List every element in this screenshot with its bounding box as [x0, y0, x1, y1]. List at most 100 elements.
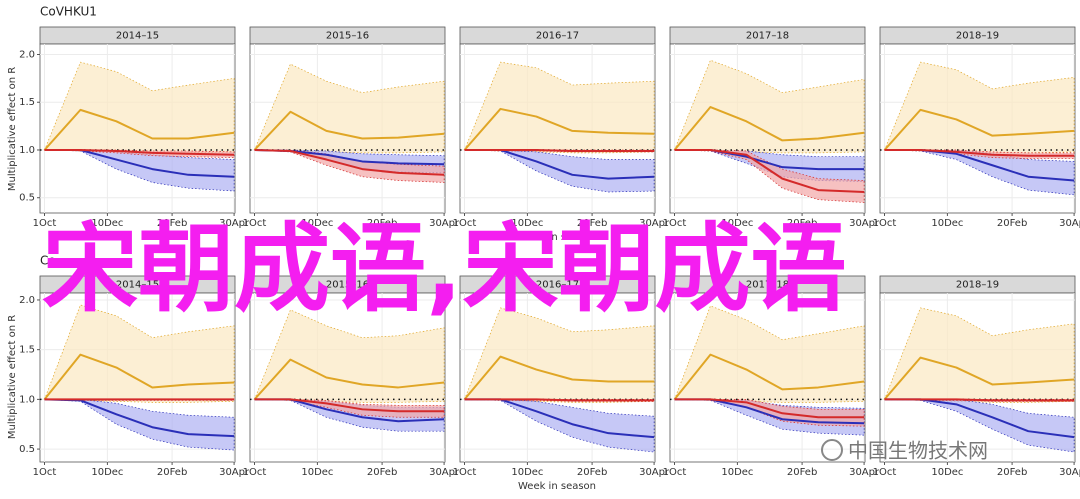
series-line: [673, 353, 865, 400]
panels: 2014–15 0.5 1.0 1.5 2.0 1Oct 10Dec 20Feb 30Apr 20…: [19, 26, 1080, 478]
x-tick-label: 1Oct: [453, 218, 477, 229]
y-tick-label: 1.0: [19, 394, 35, 405]
watermark: 中国生物技术网: [848, 439, 988, 463]
x-tick-label: 30Apr: [219, 467, 250, 478]
x-tick-label: 10Dec: [931, 467, 963, 478]
x-tick-label: 10Dec: [301, 218, 333, 229]
panel-title: 2014–15: [116, 280, 159, 291]
x-tick-label: 20Feb: [787, 218, 817, 229]
x-tick-label: 20Feb: [997, 467, 1027, 478]
y-tick-label: 0.5: [19, 193, 35, 204]
x-axis-label: Week in season: [518, 232, 596, 243]
x-tick-label: 1Oct: [873, 218, 897, 229]
series-group: [880, 61, 1075, 196]
panel-title: 2017–18: [746, 280, 789, 291]
ribbon: [44, 149, 235, 158]
series-line: [674, 398, 865, 419]
x-axis-label: Week in season: [518, 481, 596, 492]
x-tick-label: 1Oct: [873, 467, 897, 478]
x-tick-label: 10Dec: [721, 218, 753, 229]
series-line: [254, 148, 445, 176]
x-tick-label: 30Apr: [1059, 218, 1080, 229]
series-group: [40, 61, 235, 192]
panel-title: 2016–17: [536, 280, 579, 291]
ribbon: [464, 399, 655, 453]
x-tick-label: 20Feb: [367, 467, 397, 478]
panel-title: 2014–15: [116, 31, 159, 42]
x-tick-label: 1Oct: [453, 467, 477, 478]
panel-title: 2018–19: [956, 280, 999, 291]
series-line: [253, 358, 445, 401]
ribbon: [673, 59, 865, 154]
x-tick-label: 10Dec: [91, 218, 123, 229]
figure-title: Co: [40, 254, 56, 268]
figure-title: CoVHKU1: [40, 5, 97, 19]
series-line: [44, 148, 235, 156]
x-tick-label: 20Feb: [997, 218, 1027, 229]
x-tick-label: 20Feb: [367, 218, 397, 229]
x-tick-label: 30Apr: [639, 218, 670, 229]
y-tick-label: 1.5: [19, 345, 35, 356]
series-group: [40, 304, 235, 451]
series-group: [250, 63, 445, 183]
y-axis-label: Multiplicative effect on R: [7, 315, 18, 439]
x-tick-label: 30Apr: [429, 218, 460, 229]
overlay-text: 宋朝成语,宋朝成语: [42, 213, 846, 325]
ribbon: [44, 399, 235, 451]
x-tick-label: 20Feb: [157, 467, 187, 478]
x-tick-label: 20Feb: [577, 218, 607, 229]
ribbon: [43, 304, 235, 403]
panel-title: 2018–19: [956, 31, 999, 42]
series-group: [670, 305, 865, 436]
y-tick-label: 2.0: [19, 295, 35, 306]
y-tick-label: 0.5: [19, 444, 35, 455]
ribbon: [44, 149, 235, 192]
ribbon: [253, 309, 445, 403]
series-line: [673, 106, 865, 151]
x-tick-label: 10Dec: [301, 467, 333, 478]
panel-title: 2017–18: [746, 31, 789, 42]
ribbon: [253, 63, 445, 154]
watermark-icon: [821, 439, 843, 461]
x-tick-label: 10Dec: [511, 467, 543, 478]
x-tick-label: 1Oct: [33, 467, 57, 478]
series-group: [880, 307, 1075, 453]
series-line: [463, 355, 655, 401]
series-line: [884, 398, 1075, 402]
series-line: [254, 398, 445, 413]
y-tick-label: 1.0: [19, 145, 35, 156]
x-tick-label: 10Dec: [931, 218, 963, 229]
x-tick-label: 1Oct: [33, 218, 57, 229]
x-tick-label: 1Oct: [243, 467, 267, 478]
series-line: [43, 353, 235, 400]
series-group: [460, 61, 655, 193]
ribbon: [884, 399, 1075, 453]
x-tick-label: 20Feb: [157, 218, 187, 229]
x-tick-label: 20Feb: [787, 467, 817, 478]
x-tick-label: 30Apr: [1059, 467, 1080, 478]
ribbon: [254, 399, 445, 418]
panel-title: 2015–16: [326, 280, 369, 291]
x-tick-label: 30Apr: [219, 218, 250, 229]
x-tick-label: 30Apr: [429, 467, 460, 478]
y-tick-label: 1.5: [19, 97, 35, 108]
x-tick-label: 30Apr: [849, 467, 880, 478]
series-line: [884, 148, 1075, 157]
ribbon: [883, 61, 1075, 154]
series-line: [674, 148, 865, 193]
x-tick-label: 1Oct: [663, 467, 687, 478]
series-line: [464, 398, 655, 402]
x-tick-label: 10Dec: [721, 467, 753, 478]
series-line: [464, 148, 655, 152]
series-line: [883, 108, 1075, 151]
y-tick-label: 2.0: [19, 50, 35, 61]
series-line: [253, 110, 445, 151]
x-tick-label: 30Apr: [639, 467, 670, 478]
x-tick-label: 1Oct: [243, 218, 267, 229]
series-group: [250, 309, 445, 432]
x-tick-label: 1Oct: [663, 218, 687, 229]
ribbon: [673, 305, 865, 403]
ribbon: [883, 307, 1075, 403]
x-tick-label: 20Feb: [577, 467, 607, 478]
